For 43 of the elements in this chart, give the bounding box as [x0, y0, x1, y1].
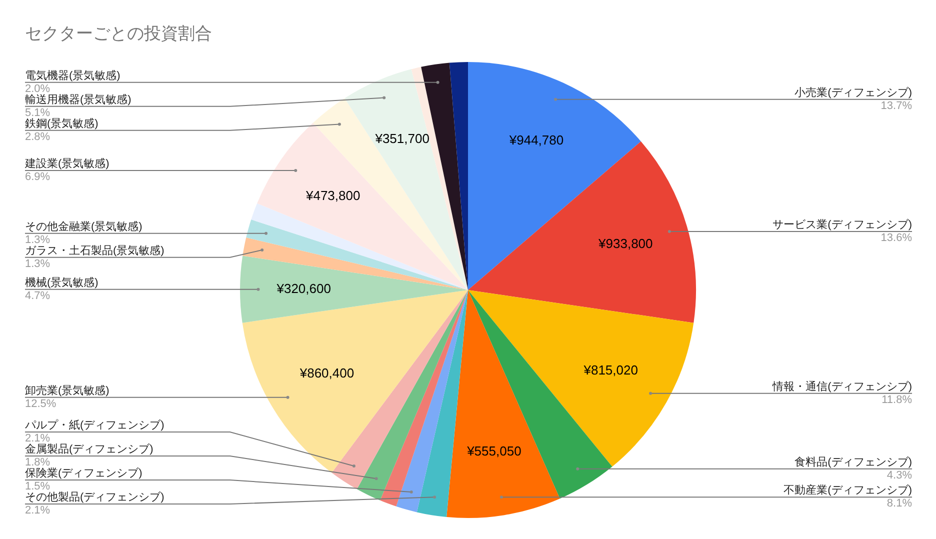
data-label: 1.3%: [25, 258, 50, 270]
data-label: 2.1%: [25, 432, 50, 445]
text: ¥815,020: [584, 362, 638, 378]
text: ¥555,050: [467, 444, 522, 459]
data-label: 1.5%: [25, 480, 50, 493]
text: ¥351,700: [375, 131, 430, 146]
text: ¥320,600: [276, 281, 331, 296]
slice-label: 輸送用機器(景気敏感): [25, 92, 132, 106]
data-label: 5.1%: [25, 106, 50, 119]
data-label: 6.9%: [25, 171, 50, 183]
data-label: 4.7%: [25, 290, 50, 302]
slice-label: 機械(景気敏感): [25, 276, 98, 289]
slice-label: 情報・通信(ディフェンシブ): [772, 380, 912, 393]
data-label: 12.5%: [25, 398, 56, 410]
slice-label: その他金融業(景気敏感): [25, 220, 142, 233]
data-label: 8.1%: [886, 498, 912, 510]
data-label: 13.6%: [880, 232, 912, 244]
slice-label: 鉄鋼(景気敏感): [25, 116, 98, 130]
data-label: 13.7%: [880, 100, 912, 112]
text: ¥933,800: [598, 236, 653, 251]
data-label: 2.0%: [25, 82, 50, 95]
slice-label: 食料品(ディフェンシブ): [794, 455, 912, 468]
data-label: 1.8%: [25, 456, 50, 469]
slice-label: パルプ・紙(ディフェンシブ): [24, 418, 164, 432]
slice-label: 建設業(景気敏感): [24, 157, 110, 170]
data-label: 11.8%: [882, 394, 912, 406]
data-label: 4.3%: [886, 469, 912, 482]
slice-label: ガラス・土石製品(景気敏感): [25, 244, 164, 257]
text: ¥473,800: [306, 188, 360, 204]
data-label: 2.8%: [25, 130, 50, 143]
data-label: 2.1%: [25, 504, 50, 517]
text: ¥860,400: [300, 366, 354, 381]
slice-label: サービス業(ディフェンシブ): [772, 218, 912, 232]
slice-label: 不動産業(ディフェンシブ): [784, 484, 912, 497]
slice-label: 金属製品(ディフェンシブ): [25, 442, 154, 456]
slice-label: 卸売業(景気敏感): [25, 384, 110, 397]
text: ¥944,780: [509, 132, 564, 148]
slice-label: 保険業(ディフェンシブ): [25, 466, 142, 480]
data-label: 1.3%: [25, 234, 50, 246]
slice-label: 電気機器(景気敏感): [25, 68, 120, 82]
chart-title: セクターごとの投資割合: [25, 23, 212, 45]
slice-label: 小売業(ディフェンシブ): [794, 86, 912, 99]
slice-label: その他製品(ディフェンシブ): [25, 490, 164, 504]
